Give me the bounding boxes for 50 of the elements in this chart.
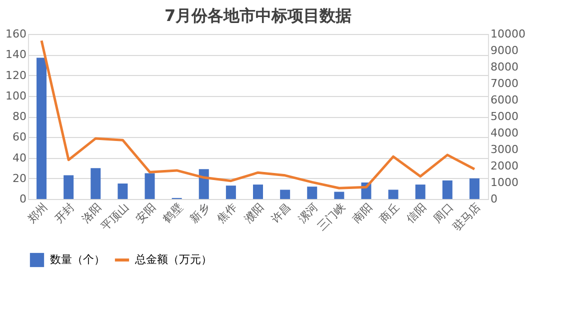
y-tick-label: 40: [12, 151, 26, 164]
bar: [118, 184, 128, 199]
bar: [469, 178, 480, 199]
y2-tick-label: 6000: [490, 94, 518, 106]
y2-tick-label: 3000: [490, 143, 518, 156]
bar: [144, 173, 155, 199]
bar: [36, 58, 47, 199]
bar: [307, 186, 318, 199]
x-tick-label: 商丘: [377, 200, 402, 226]
y2-tick-label: 4000: [490, 126, 518, 140]
y-tick-label: 160: [6, 28, 26, 40]
bar: [280, 190, 290, 199]
bar: [253, 184, 263, 199]
x-tick-label: 信阳: [404, 200, 429, 226]
y2-tick-label: 2000: [490, 160, 518, 172]
chart-title: 7月份各地市中标项目数据: [164, 6, 352, 25]
y-tick-label: 140: [6, 48, 26, 62]
bar: [442, 180, 452, 199]
x-tick-label: 新乡: [188, 200, 212, 226]
x-tick-label: 南阳: [350, 200, 375, 226]
bar: [226, 186, 236, 199]
y2-tick-label: 7000: [490, 77, 518, 90]
y2-tick-label: 10000: [490, 28, 526, 40]
y-tick-label: 0: [20, 192, 26, 206]
x-tick-label: 鹤壁: [160, 200, 186, 226]
legend-label: 数量（个）: [50, 253, 105, 266]
x-tick-label: 安阳: [134, 200, 158, 226]
line-series: [40, 39, 476, 190]
bar: [388, 190, 398, 199]
y2-tick-label: 8000: [490, 60, 518, 74]
y2-tick-label: 0: [490, 192, 498, 206]
bar: [90, 168, 101, 199]
y-tick-label: 100: [6, 89, 26, 102]
y2-tick-label: 1000: [490, 176, 518, 189]
bar: [415, 184, 426, 199]
x-tick-label: 焦作: [214, 200, 240, 226]
x-tick-label: 开封: [52, 200, 78, 226]
y-tick-label: 120: [6, 68, 26, 82]
x-tick-label: 濮阳: [242, 200, 266, 226]
legend-label: 总金额（万元）: [134, 253, 212, 266]
bar: [198, 169, 209, 199]
y-tick-label: 60: [12, 130, 26, 144]
x-tick-label: 许昌: [268, 200, 294, 226]
y2-tick-label: 5000: [490, 110, 518, 123]
bar: [334, 192, 344, 199]
y-tick-label: 80: [12, 110, 26, 123]
x-tick-label: 郑州: [25, 200, 50, 226]
y-tick-label: 20: [12, 172, 26, 185]
y2-tick-label: 9000: [490, 44, 518, 57]
bar: [64, 175, 74, 199]
